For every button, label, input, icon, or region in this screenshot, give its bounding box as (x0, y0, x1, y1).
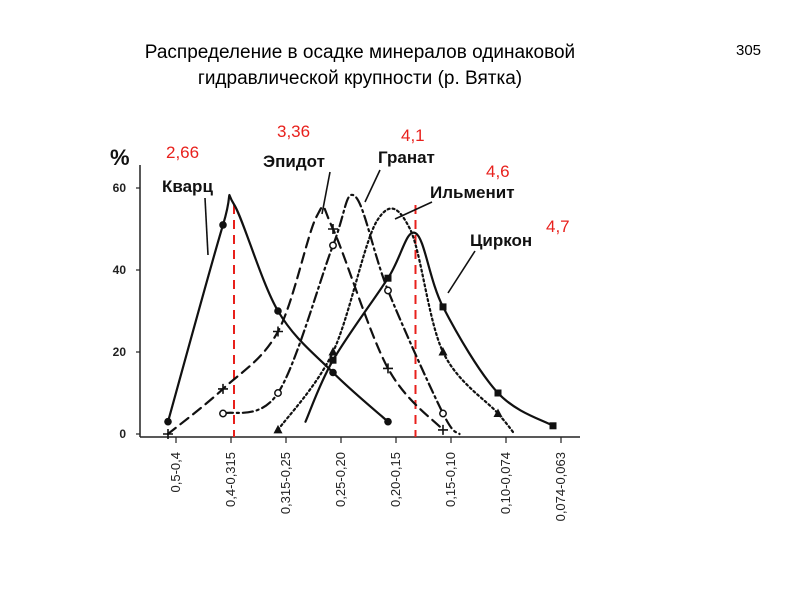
series-line (166, 205, 445, 436)
y-tick-label: 0 (119, 427, 126, 441)
title-line-2: гидравлической крупности (р. Вятка) (197, 68, 523, 89)
series-plus (163, 205, 448, 439)
data-point (218, 383, 228, 394)
value-annotation: 3,36 (277, 122, 310, 141)
data-point (329, 356, 337, 364)
series-label: Циркон (470, 231, 532, 250)
x-tick-label: 0,315-0,25 (278, 452, 293, 514)
chart-axes: % 0 20 40 60 0,5-0,4 0,4-0,315 0,315-0,25 0,25-0… (110, 145, 580, 521)
x-tick-label: 0,25-0,20 (333, 452, 348, 507)
data-point (274, 389, 282, 397)
data-point (328, 224, 338, 234)
value-annotation: 2,66 (166, 143, 199, 162)
series-leader-line (321, 171, 331, 215)
data-point (384, 274, 392, 282)
data-point (163, 429, 173, 439)
chart-curves (163, 193, 557, 439)
y-axis-label: % (110, 145, 130, 170)
data-point (438, 424, 448, 435)
x-tick-label: 0,15-0,10 (443, 452, 458, 507)
data-point (274, 307, 282, 315)
series-leader-line (364, 169, 381, 203)
data-point (384, 417, 392, 426)
chart-labels: Кварц Эпидот Гранат Ильменит Циркон 2,66 3,36 4… (162, 122, 570, 294)
series-label: Ильменит (430, 183, 515, 202)
reference-lines (233, 205, 417, 437)
series-leader-line (204, 197, 209, 256)
page-number: 305 (736, 42, 762, 59)
x-tick-label: 0,20-0,15 (388, 452, 403, 507)
data-point (329, 241, 337, 250)
series-square (304, 231, 557, 430)
title-line-1: Распределение в осадке минералов одинако… (144, 42, 576, 63)
data-point (219, 221, 227, 229)
y-tick-label: 40 (113, 263, 127, 277)
series-label: Гранат (378, 148, 435, 167)
value-annotation: 4,6 (486, 162, 510, 181)
data-point (273, 424, 283, 434)
series-dot (164, 194, 392, 426)
x-tick-label: 0,5-0,4 (168, 452, 183, 492)
y-tick-label: 60 (113, 181, 127, 195)
data-point (439, 409, 447, 418)
chart-title: Распределение в осадке минералов одинако… (60, 40, 660, 92)
data-point (494, 389, 502, 397)
data-point (493, 408, 503, 417)
data-point (384, 286, 392, 295)
y-tick-label: 20 (113, 345, 127, 359)
x-tick-label: 0,10-0,074 (498, 452, 513, 514)
series-circle (219, 193, 461, 436)
value-annotation: 4,1 (401, 126, 425, 145)
data-point (164, 417, 172, 426)
series-leader-line (447, 250, 476, 294)
x-tick-label: 0,074-0,063 (553, 452, 568, 521)
data-point (439, 303, 447, 311)
series-leader-line (394, 201, 433, 220)
x-tick-label: 0,4-0,315 (223, 452, 238, 507)
data-point (549, 422, 557, 430)
series-label: Кварц (162, 177, 213, 196)
series-line (221, 193, 461, 436)
data-point (273, 326, 283, 337)
data-point (383, 363, 393, 374)
data-point (329, 368, 337, 377)
series-label: Эпидот (263, 152, 325, 171)
value-annotation: 4,7 (546, 217, 570, 236)
data-point (438, 347, 448, 356)
series-triangle (273, 207, 516, 436)
data-point (328, 347, 338, 356)
data-point (219, 409, 227, 418)
